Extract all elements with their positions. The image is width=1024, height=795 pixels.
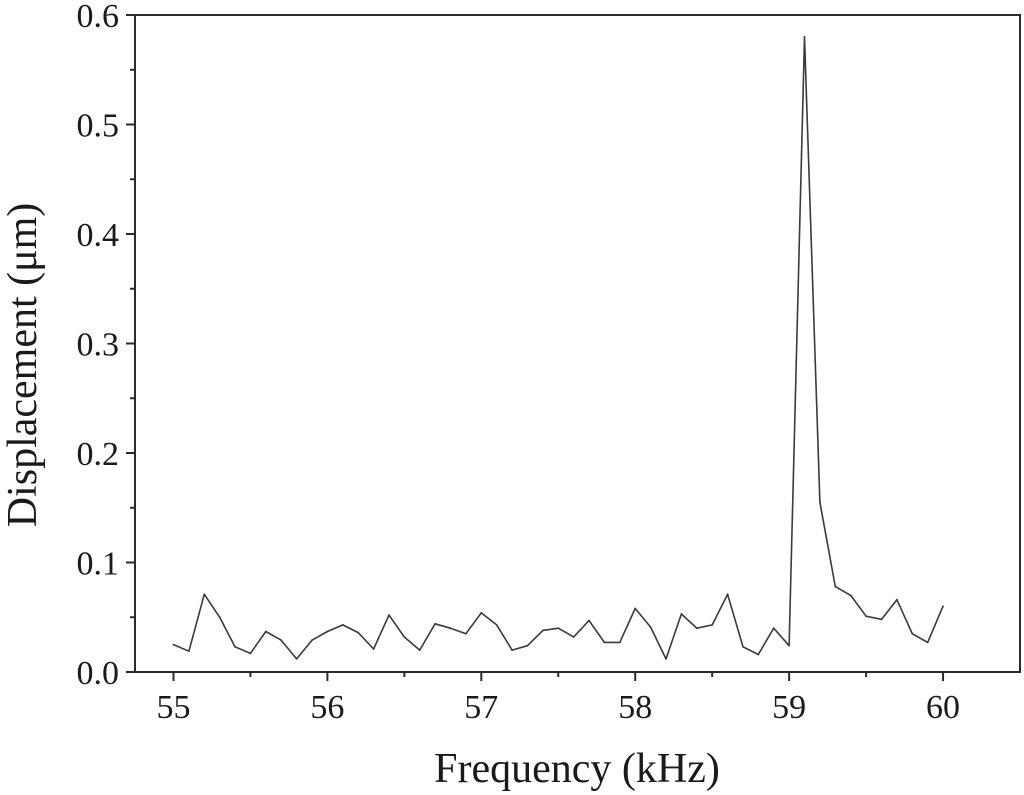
data-point	[218, 616, 221, 619]
data-point	[403, 636, 406, 638]
data-point	[311, 639, 313, 642]
x-tick-label: 59	[772, 689, 806, 726]
series-group	[172, 36, 944, 660]
data-point	[711, 624, 714, 626]
data-point	[618, 641, 621, 644]
data-point	[542, 629, 544, 632]
data-point	[188, 650, 190, 653]
y-tick-label: 0.5	[77, 108, 120, 145]
x-axis: 55 56 57 58 59 60	[156, 672, 960, 726]
data-point	[926, 641, 929, 644]
y-tick-label: 0.4	[77, 217, 120, 254]
y-tick-label: 0.6	[77, 0, 120, 35]
data-point	[849, 594, 852, 597]
data-point	[264, 630, 267, 633]
x-axis-title: Frequency (kHz)	[434, 746, 720, 792]
data-point	[788, 644, 790, 647]
data-point	[742, 645, 744, 648]
y-tick-label: 0.3	[77, 327, 120, 364]
y-tick-label: 0.2	[77, 436, 120, 473]
data-point	[249, 652, 252, 655]
x-tick-label: 56	[310, 689, 344, 726]
data-point	[557, 627, 560, 630]
data-point	[649, 626, 652, 628]
plot-frame	[134, 14, 1021, 673]
x-tick-label: 58	[618, 689, 652, 726]
y-tick-label: 0.0	[77, 655, 120, 692]
data-point	[326, 630, 329, 633]
y-axis: 0.0 0.1 0.2 0.3 0.4 0.5 0.6	[77, 0, 135, 692]
data-point	[341, 624, 344, 626]
data-point	[280, 639, 283, 642]
data-point	[665, 658, 667, 660]
x-tick-label: 60	[926, 689, 960, 726]
y-tick-label: 0.1	[77, 546, 120, 583]
data-point	[772, 627, 775, 630]
data-point	[495, 624, 498, 626]
y-axis-title: Displacement (μm)	[0, 203, 46, 528]
x-tick-label: 55	[156, 689, 190, 726]
data-point	[896, 598, 898, 601]
data-point	[834, 585, 837, 588]
data-point	[234, 645, 236, 648]
data-point	[803, 36, 806, 38]
data-point	[634, 607, 637, 610]
data-point	[588, 619, 590, 622]
data-point	[357, 631, 360, 634]
data-point	[572, 636, 575, 638]
data-point	[726, 593, 729, 596]
data-point	[449, 627, 452, 630]
data-point	[680, 613, 683, 615]
data-point	[526, 644, 529, 647]
data-point	[172, 643, 175, 646]
data-point	[819, 501, 821, 504]
data-point	[880, 618, 883, 621]
data-point	[942, 605, 944, 608]
data-point	[434, 622, 436, 625]
x-tick-label: 57	[464, 689, 498, 726]
data-point	[480, 612, 483, 614]
data-point	[911, 632, 914, 635]
data-point	[865, 615, 867, 618]
data-point	[695, 627, 698, 630]
data-point	[372, 648, 375, 650]
data-point	[757, 653, 760, 656]
data-point	[465, 632, 467, 635]
data-point	[418, 649, 421, 651]
data-point	[511, 649, 513, 651]
data-point	[603, 641, 606, 644]
data-point	[295, 658, 298, 660]
data-point	[388, 614, 390, 616]
data-point	[203, 593, 206, 596]
series-line	[173, 36, 944, 660]
